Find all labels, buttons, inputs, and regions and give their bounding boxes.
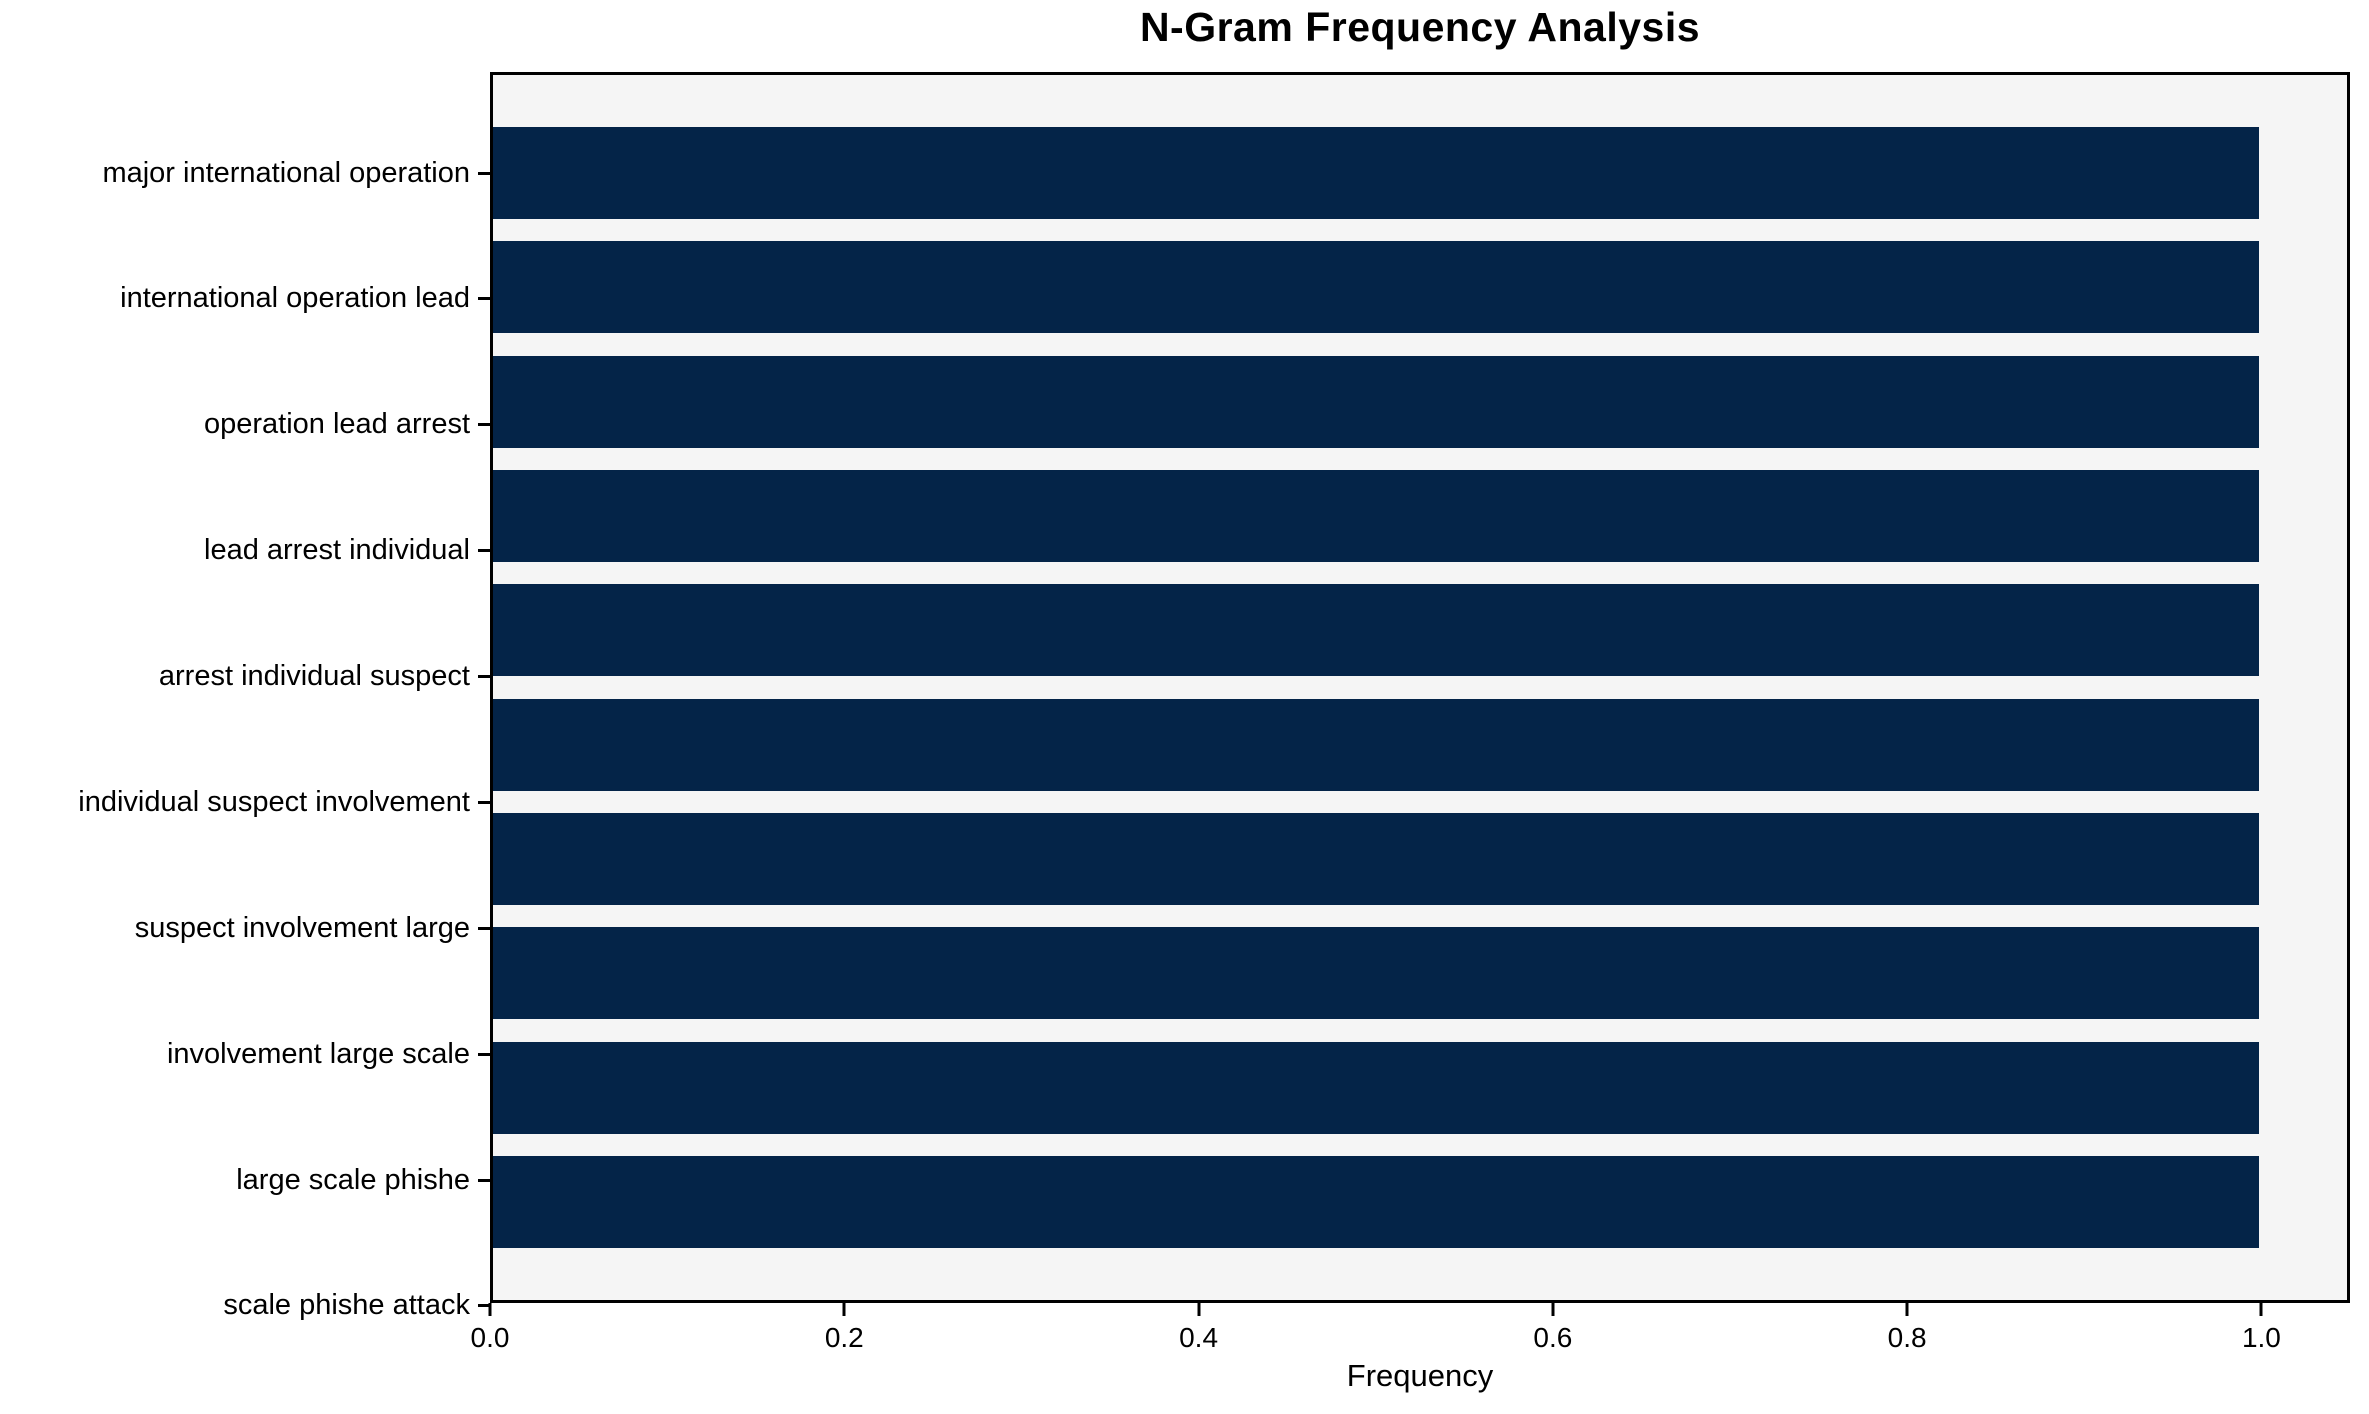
y-tick-row: suspect involvement large [0, 882, 490, 974]
bar-row [493, 1041, 2347, 1134]
x-tick-mark [1905, 1303, 1909, 1316]
y-tick-row: individual suspect involvement [0, 756, 490, 848]
y-tick-label: large scale phishe [236, 1163, 470, 1196]
x-tick-label: 1.0 [2241, 1322, 2281, 1353]
x-axis-label: Frequency [1346, 1358, 1494, 1393]
y-tick-mark [478, 1178, 490, 1182]
x-axis: 0.0 0.2 0.4 0.6 0.8 1.0 [471, 1303, 2350, 1363]
y-tick-label: lead arrest individual [204, 534, 470, 567]
y-tick-mark [478, 297, 490, 301]
x-tick-mark [488, 1303, 492, 1316]
bar-7 [493, 927, 2259, 1020]
y-tick-label: scale phishe attack [223, 1289, 470, 1322]
y-tick-label: major international operation [102, 156, 470, 189]
y-tick-mark [478, 926, 490, 930]
y-tick-mark [478, 171, 490, 175]
bar-row [493, 698, 2347, 791]
bar-row [493, 812, 2347, 905]
x-tick-label: 0.6 [1533, 1322, 1573, 1353]
y-tick-mark [478, 1052, 490, 1056]
x-tick-mark [1551, 1303, 1555, 1316]
y-tick-label: individual suspect involvement [78, 785, 470, 818]
y-tick-label: suspect involvement large [134, 911, 470, 944]
y-tick-label: operation lead arrest [204, 408, 470, 441]
y-tick-mark [478, 675, 490, 678]
bar-5 [493, 698, 2259, 791]
y-tick-row: scale phishe attack [0, 1260, 490, 1352]
bar-row [493, 241, 2347, 334]
bar-3 [493, 469, 2259, 562]
chart-title: N-Gram Frequency Analysis [1139, 4, 1701, 50]
bar-row [493, 469, 2347, 562]
x-tick-label: 0.8 [1887, 1322, 1927, 1353]
y-tick-mark [478, 549, 490, 553]
y-tick-row: international operation lead [0, 253, 490, 345]
bar-2 [493, 355, 2259, 448]
x-tick-label: 0.2 [824, 1322, 864, 1353]
y-tick-label: involvement large scale [166, 1037, 470, 1070]
y-tick-row: arrest individual suspect [0, 631, 490, 723]
bar-row [493, 1155, 2347, 1248]
y-tick-row: involvement large scale [0, 1008, 490, 1100]
y-tick-label: arrest individual suspect [158, 660, 470, 692]
x-tick-label: 0.4 [1179, 1322, 1219, 1353]
y-tick-row: major international operation [0, 127, 490, 219]
y-axis: major international operation internation… [0, 75, 490, 1404]
bar-6 [493, 812, 2259, 905]
bar-9 [493, 1155, 2259, 1248]
bar-4 [493, 584, 2259, 677]
x-tick-mark [1197, 1303, 1201, 1316]
y-tick-row: large scale phishe [0, 1134, 490, 1226]
bar-0 [493, 127, 2259, 219]
bar-row [493, 355, 2347, 448]
y-tick-row: lead arrest individual [0, 505, 490, 597]
y-tick-label: international operation lead [120, 282, 470, 315]
y-tick-mark [478, 800, 490, 804]
bar-row [493, 127, 2347, 219]
x-tick-mark [842, 1303, 846, 1316]
bar-8 [493, 1041, 2259, 1134]
bar-1 [493, 241, 2259, 334]
bar-row [493, 927, 2347, 1020]
y-tick-mark [478, 423, 490, 427]
y-tick-mark [478, 1304, 490, 1308]
y-tick-row: operation lead arrest [0, 379, 490, 471]
x-tick-mark [2259, 1303, 2263, 1316]
plot-area [490, 72, 2350, 1303]
x-tick-label: 0.0 [470, 1322, 510, 1353]
bar-row [493, 584, 2347, 677]
